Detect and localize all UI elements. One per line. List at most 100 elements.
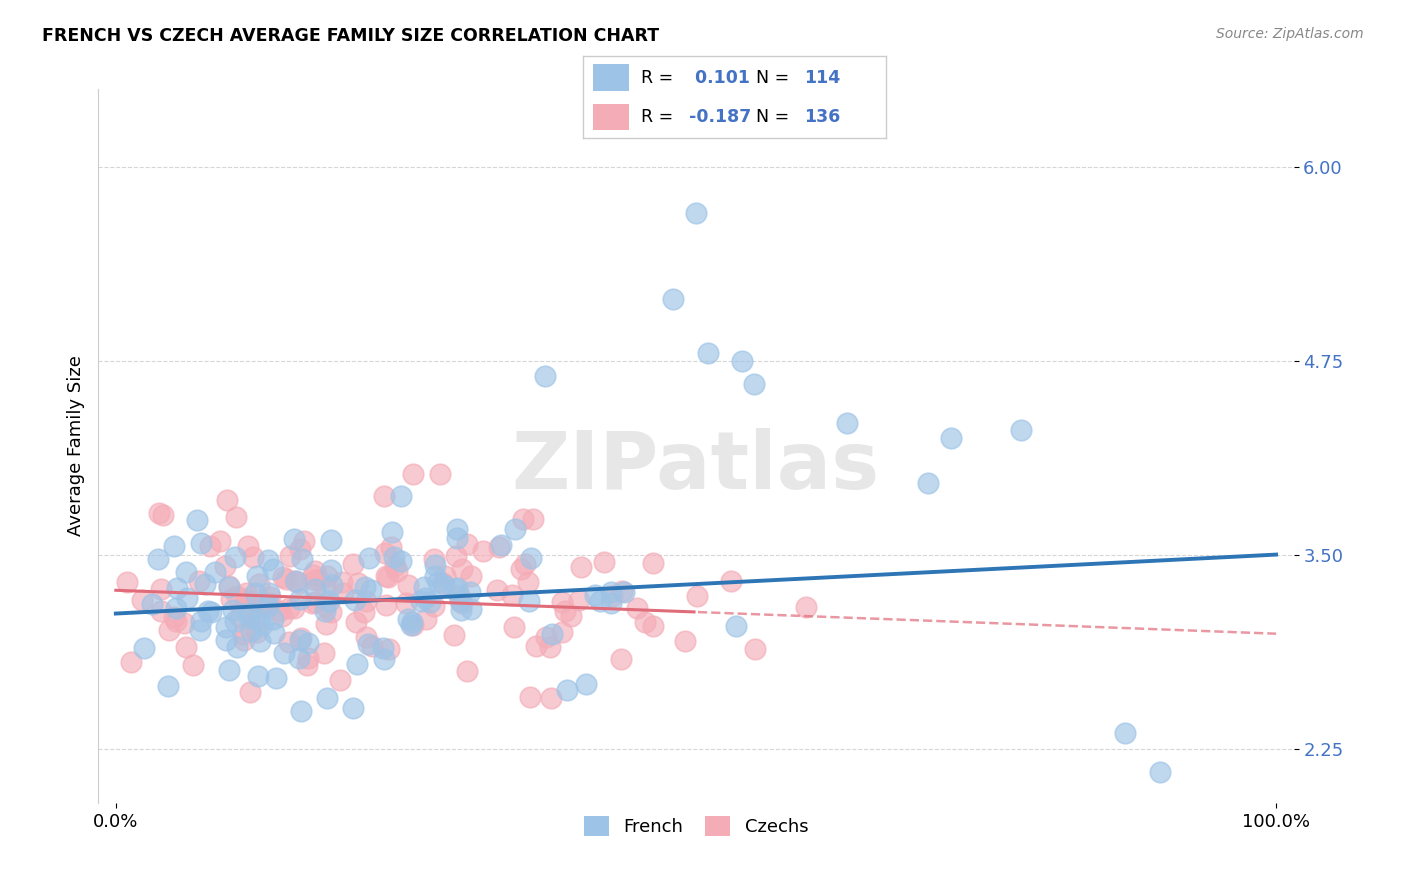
Point (389, 489, 412, 503)
Point (200, 540, 222, 554)
Point (446, 581, 468, 595)
Point (288, 650, 311, 665)
Point (304, 574, 326, 588)
Point (134, 640, 156, 655)
Point (243, 613, 266, 627)
Point (271, 570, 294, 584)
Point (342, 558, 364, 572)
Point (450, 596, 472, 610)
Point (373, 640, 395, 655)
Point (290, 631, 312, 645)
Point (149, 582, 172, 596)
Point (413, 591, 436, 606)
Point (382, 550, 405, 565)
Point (208, 533, 231, 548)
Point (472, 544, 495, 558)
Point (941, 431, 963, 445)
Point (460, 568, 482, 582)
Point (224, 615, 246, 629)
Point (278, 549, 301, 563)
Point (426, 575, 449, 590)
Point (257, 596, 280, 610)
Point (256, 599, 278, 614)
Point (402, 467, 425, 481)
Point (486, 583, 509, 598)
Point (419, 595, 441, 609)
Point (278, 634, 301, 648)
Point (194, 577, 217, 591)
Point (360, 582, 382, 597)
Point (396, 612, 419, 626)
Point (381, 525, 404, 540)
Point (538, 640, 561, 654)
Point (290, 592, 312, 607)
Point (522, 512, 544, 526)
Point (446, 522, 468, 536)
Text: N =: N = (756, 69, 794, 87)
Point (283, 601, 305, 615)
Point (250, 618, 273, 632)
Point (292, 533, 315, 548)
Point (568, 592, 591, 607)
Point (316, 691, 339, 706)
Point (610, 652, 633, 666)
Point (415, 612, 437, 626)
Point (301, 567, 323, 582)
Point (232, 627, 254, 641)
Point (329, 673, 352, 687)
Point (163, 610, 186, 624)
Point (516, 574, 538, 589)
Point (626, 601, 648, 615)
Point (297, 651, 319, 665)
Point (513, 557, 536, 571)
Point (218, 579, 240, 593)
Point (613, 585, 636, 599)
Point (835, 416, 858, 430)
Point (197, 604, 219, 618)
Point (380, 541, 402, 555)
Point (225, 510, 247, 524)
Point (257, 552, 280, 566)
Point (319, 533, 342, 547)
Point (731, 353, 754, 368)
Point (489, 538, 512, 552)
Point (661, 292, 683, 306)
Point (534, 369, 557, 384)
Point (443, 628, 465, 642)
Point (589, 594, 612, 608)
Point (267, 603, 290, 617)
Point (152, 508, 174, 522)
Point (446, 531, 468, 545)
Point (401, 618, 423, 632)
Point (273, 646, 295, 660)
Point (423, 599, 446, 613)
Point (304, 582, 326, 596)
Point (425, 558, 447, 572)
Point (342, 701, 364, 715)
Point (374, 569, 396, 583)
Point (266, 671, 288, 685)
Point (288, 542, 311, 557)
Point (174, 565, 197, 579)
Point (283, 532, 305, 546)
Point (673, 634, 696, 648)
Point (247, 612, 270, 626)
Point (186, 513, 208, 527)
Text: 114: 114 (804, 69, 841, 87)
Point (173, 615, 195, 630)
Text: R =: R = (641, 69, 679, 87)
Point (308, 574, 330, 588)
Point (354, 594, 377, 608)
Point (316, 568, 339, 582)
Point (634, 615, 657, 629)
Point (519, 690, 541, 704)
Point (720, 574, 742, 588)
Point (346, 657, 368, 671)
Point (524, 639, 547, 653)
Point (321, 578, 343, 592)
Point (304, 564, 326, 578)
Point (1149, 764, 1171, 779)
Point (353, 605, 375, 619)
Point (246, 625, 269, 640)
Point (412, 580, 434, 594)
